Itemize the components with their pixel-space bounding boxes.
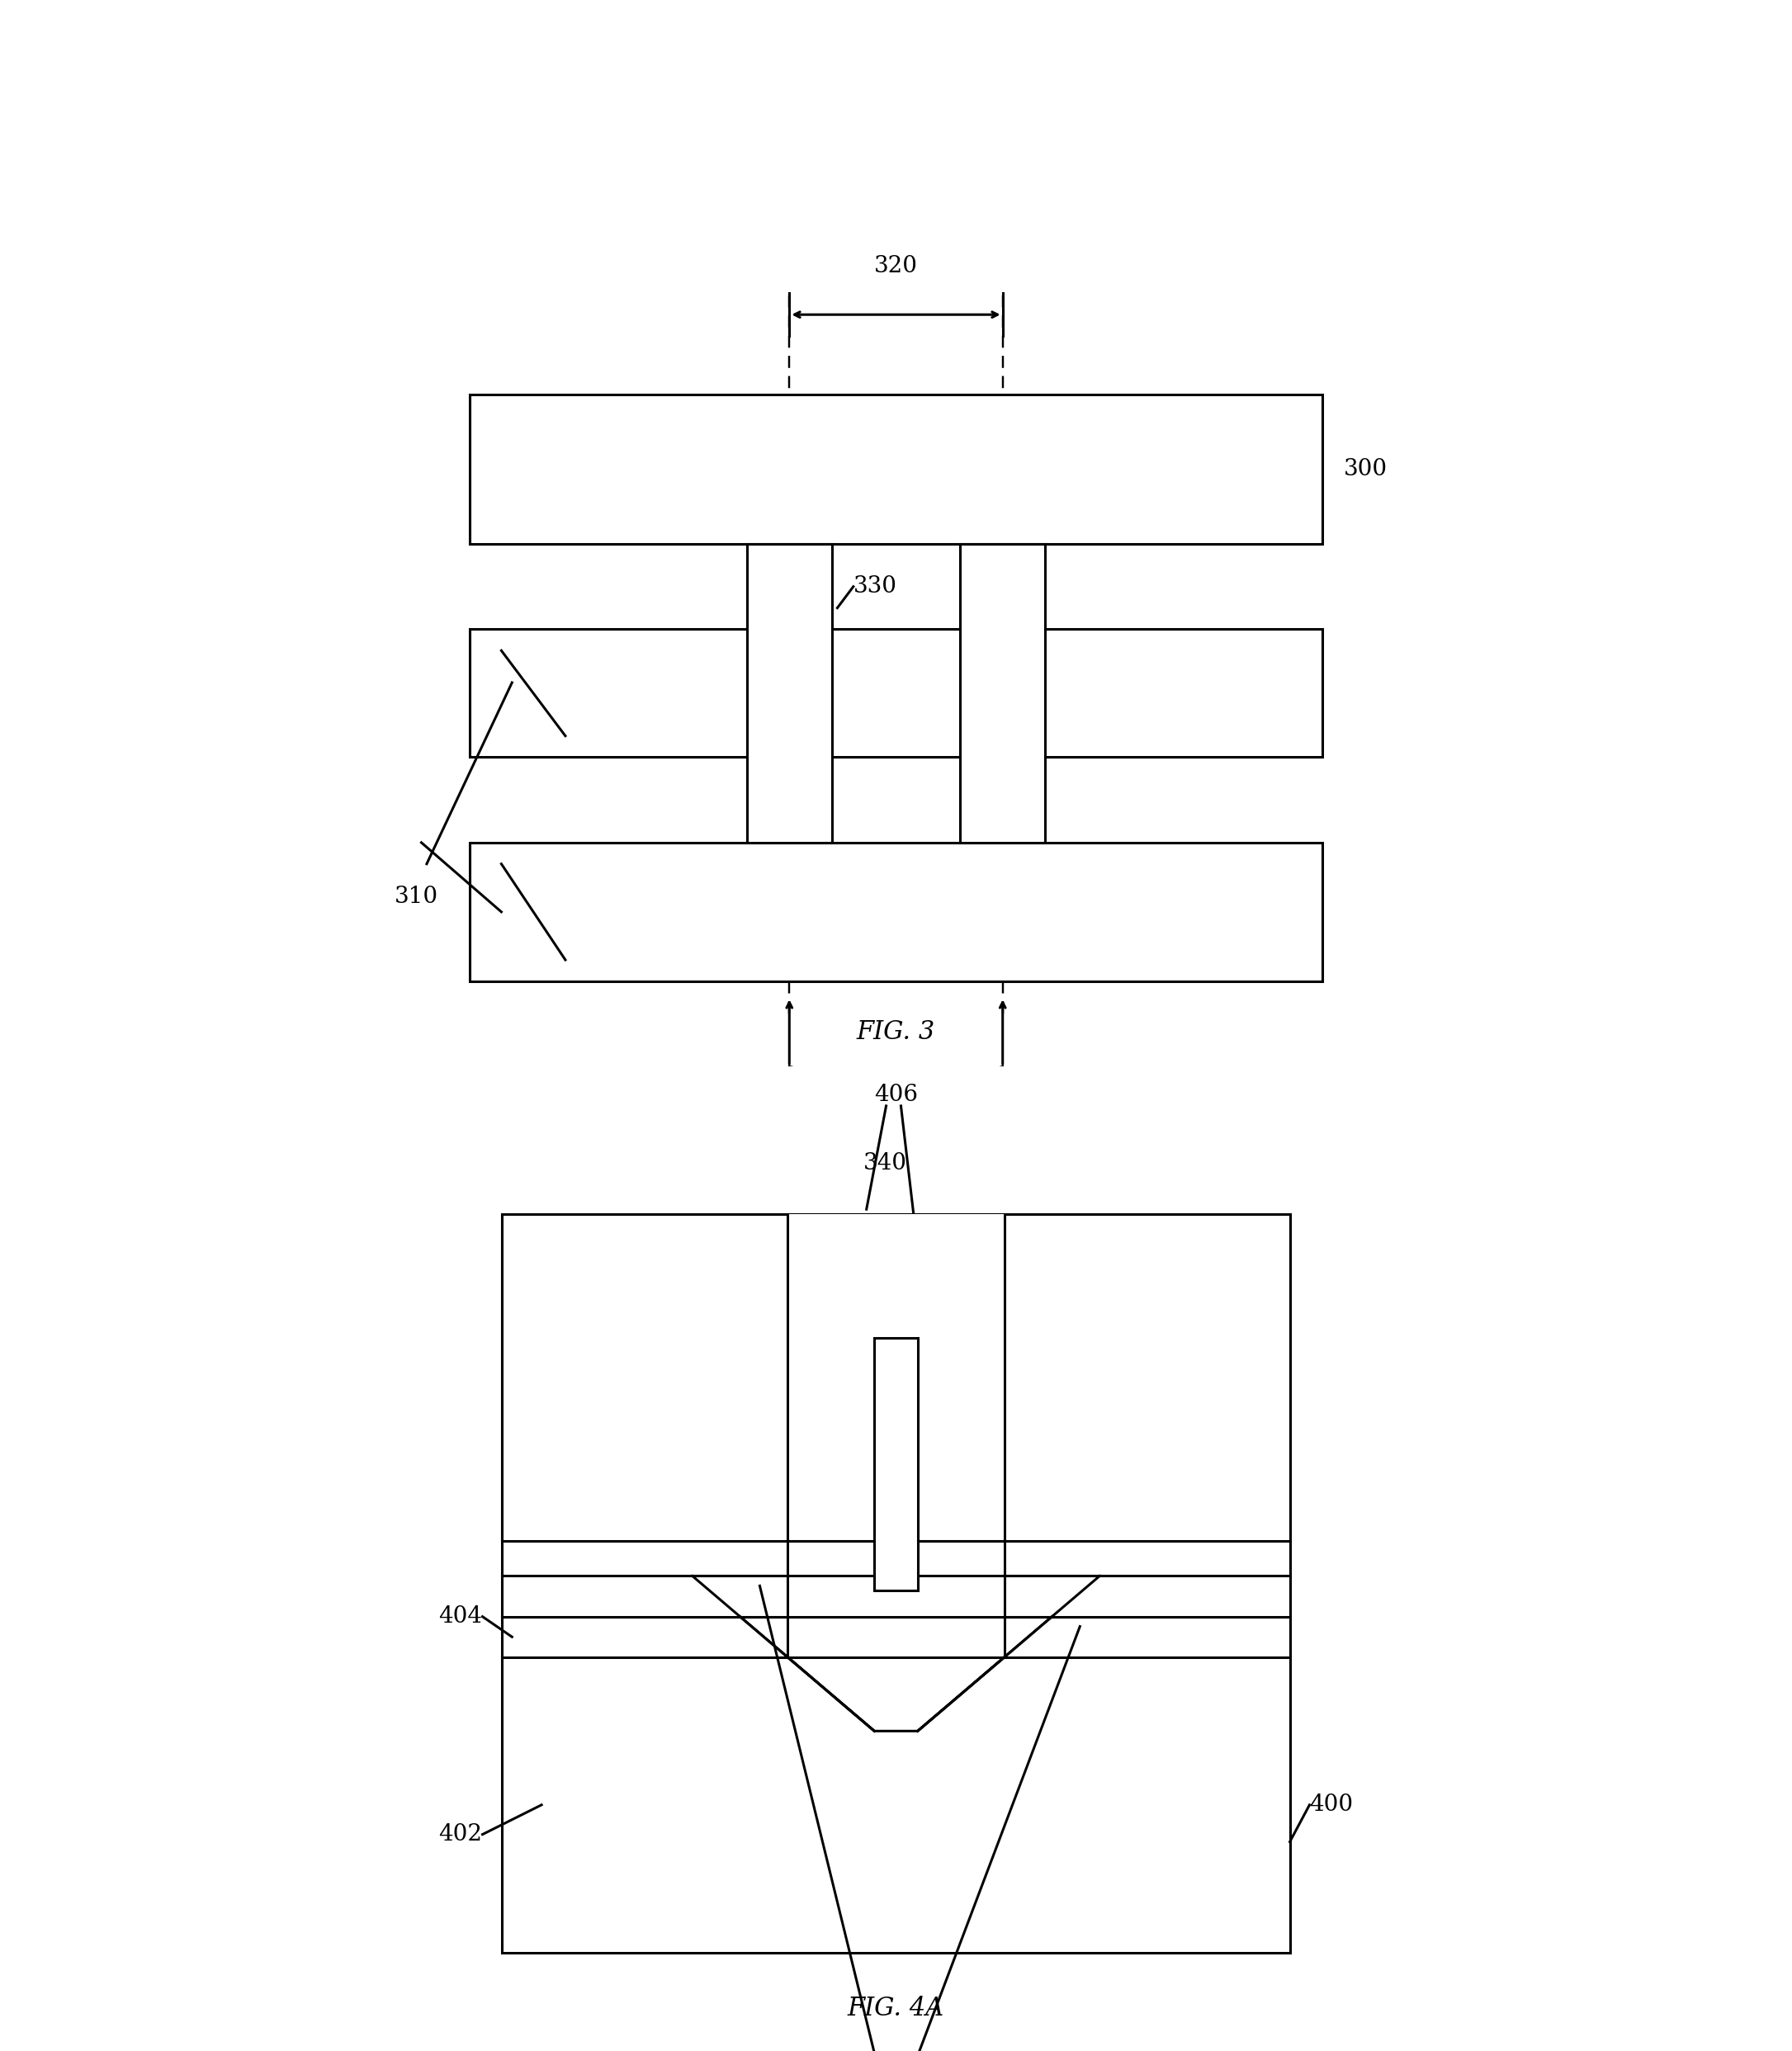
Text: 404: 404 (439, 1606, 482, 1628)
Text: 300: 300 (1344, 457, 1387, 480)
Bar (470, 843, 1322, 980)
Bar (961, 544, 1045, 843)
Text: 330: 330 (853, 576, 898, 597)
Bar (502, 1214, 1290, 1953)
Text: 340: 340 (864, 1153, 907, 1173)
Bar (502, 1214, 788, 1540)
Bar (470, 394, 1322, 544)
Bar (874, 1337, 918, 1592)
Bar (470, 630, 1322, 757)
Text: 400: 400 (1310, 1795, 1353, 1815)
Bar (1004, 1214, 1290, 1540)
Text: 402: 402 (439, 1823, 482, 1846)
Text: FIG. 3: FIG. 3 (857, 1019, 935, 1046)
Bar (788, 1214, 1004, 1540)
Text: 406: 406 (874, 1083, 918, 1105)
Bar (747, 544, 831, 843)
Text: 310: 310 (394, 886, 439, 907)
Text: FIG. 4A: FIG. 4A (848, 1996, 944, 2022)
Text: 320: 320 (874, 254, 918, 277)
